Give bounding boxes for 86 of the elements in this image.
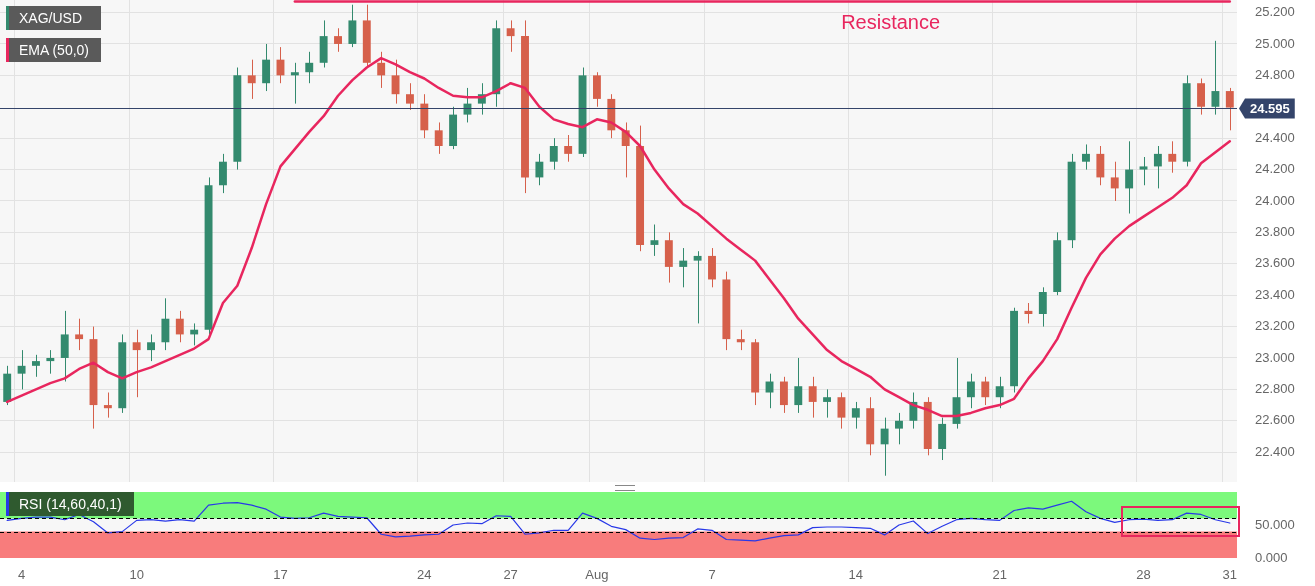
candlestick <box>895 412 903 445</box>
x-tick-label: 28 <box>1136 567 1151 583</box>
candlestick <box>17 349 26 390</box>
y-tick-label: 25.200 <box>1255 4 1295 20</box>
y-tick-label: 23.000 <box>1255 349 1295 365</box>
candlestick <box>650 224 659 257</box>
candlestick <box>391 59 400 105</box>
candlestick <box>175 310 184 343</box>
candlestick <box>305 51 314 84</box>
candlestick <box>161 297 170 351</box>
y-tick-label: 24.800 <box>1255 66 1295 82</box>
candlestick <box>290 62 299 105</box>
legend-label: EMA (50,0) <box>6 38 102 62</box>
candlestick <box>348 4 357 48</box>
candlestick <box>1197 78 1205 116</box>
legend-label: RSI (14,60,40,1) <box>6 492 134 516</box>
x-tick-label: 21 <box>992 567 1007 583</box>
candlestick <box>262 43 271 92</box>
candlestick <box>1125 140 1134 215</box>
candlestick <box>334 27 342 53</box>
x-tick-label: 10 <box>129 567 144 583</box>
y-tick-label: 23.600 <box>1255 255 1295 271</box>
y-tick-label: 50.000 <box>1255 516 1295 532</box>
candlestick <box>132 329 141 398</box>
candlestick <box>966 373 975 409</box>
x-tick-label: 17 <box>273 567 288 583</box>
y-tick-label: 22.800 <box>1255 380 1295 396</box>
candlestick <box>794 357 803 414</box>
x-tick-label: 4 <box>17 567 26 583</box>
candlestick <box>405 82 414 111</box>
y-tick-label: 25.000 <box>1255 35 1295 51</box>
y-tick-label: 0.000 <box>1255 549 1288 565</box>
candlestick <box>1038 286 1047 328</box>
candlestick <box>1153 145 1162 189</box>
candlestick <box>837 392 846 430</box>
y-tick-label: 24.000 <box>1255 192 1295 208</box>
candlestick <box>377 51 386 89</box>
candlestick <box>679 247 688 288</box>
candlestick <box>592 71 601 108</box>
y-tick-label: 23.200 <box>1255 318 1295 334</box>
candlestick <box>549 137 558 171</box>
candlestick <box>506 19 515 53</box>
candlestick <box>880 417 889 477</box>
candlestick <box>1096 145 1105 186</box>
candlestick <box>434 121 443 155</box>
candlestick <box>46 349 55 375</box>
candlestick <box>736 329 745 351</box>
candlestick <box>1225 87 1234 131</box>
x-tick-label: Aug <box>585 567 609 583</box>
candlestick <box>1168 140 1177 174</box>
candlestick <box>103 392 112 419</box>
candlestick <box>1211 40 1220 116</box>
candlestick <box>147 333 155 362</box>
candlestick <box>808 376 817 419</box>
candlestick <box>1110 161 1119 202</box>
candlestick <box>564 134 573 163</box>
x-tick-label: 7 <box>708 567 716 583</box>
candlestick <box>218 153 227 194</box>
x-tick-label: 14 <box>848 567 864 583</box>
candlestick <box>1139 156 1148 186</box>
candlestick <box>60 310 69 383</box>
y-tick-label: 22.600 <box>1255 412 1295 428</box>
ref-line-label: 24.595 <box>1250 101 1290 117</box>
candlestick <box>1024 302 1033 324</box>
candlestick <box>823 388 832 419</box>
candlestick <box>247 59 256 100</box>
candlestick <box>1082 143 1090 171</box>
candlestick <box>981 376 990 406</box>
candlestick <box>708 247 716 288</box>
legend-label: XAG/USD <box>6 6 102 30</box>
candlestick <box>535 153 544 186</box>
x-tick-label: 27 <box>503 567 518 583</box>
candlestick <box>693 250 702 324</box>
x-tick-label: 31 <box>1222 567 1238 583</box>
y-tick-label: 24.400 <box>1255 129 1295 145</box>
y-tick-label: 23.800 <box>1255 223 1295 239</box>
candlestick <box>779 376 788 414</box>
candlestick <box>851 401 860 430</box>
y-tick-label: 23.400 <box>1255 286 1295 302</box>
x-tick-label: 24 <box>417 567 432 583</box>
annotation: Resistance <box>841 11 941 34</box>
y-tick-label: 22.400 <box>1255 443 1295 459</box>
candlestick <box>995 376 1004 409</box>
candlestick <box>32 354 40 378</box>
candlestick <box>75 318 84 351</box>
y-tick-label: 24.200 <box>1255 161 1295 177</box>
